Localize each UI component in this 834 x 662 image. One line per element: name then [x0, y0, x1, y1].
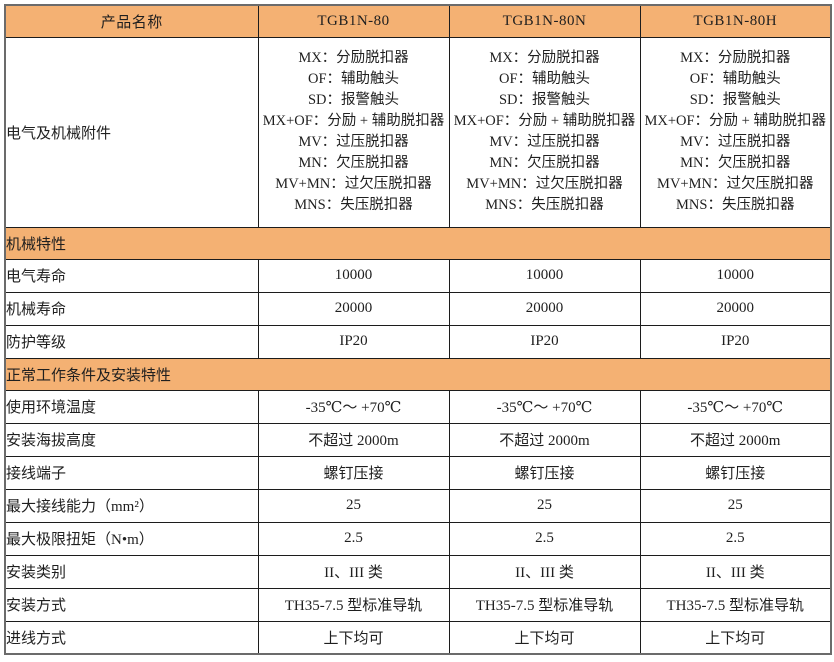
row-label-accessories: 电气及机械附件 [4, 36, 259, 228]
row-label-installation-category: 安装类别 [4, 554, 259, 589]
accessories-cell-col1: MX：分励脱扣器 OF：辅助触头 SD：报警触头 MX+OF：分励 + 辅助脱扣… [257, 36, 450, 228]
accessories-cell-col3: MX：分励脱扣器 OF：辅助触头 SD：报警触头 MX+OF：分励 + 辅助脱扣… [639, 36, 832, 228]
table-row: 接线端子 螺钉压接 螺钉压接 螺钉压接 [4, 455, 832, 490]
cell-value: 25 [639, 488, 832, 523]
model-header-tgb1n-80n: TGB1N-80N [448, 4, 641, 38]
model-header-tgb1n-80: TGB1N-80 [257, 4, 450, 38]
accessory-line: MV+MN：过欠压脱扣器 [657, 176, 814, 192]
row-label-ambient-temperature: 使用环境温度 [4, 389, 259, 424]
accessory-line: MNS：失压脱扣器 [676, 197, 795, 213]
cell-value: 2.5 [257, 521, 450, 556]
row-label-mechanical-life: 机械寿命 [4, 291, 259, 326]
cell-value: 上下均可 [448, 620, 641, 655]
accessory-line: MV：过压脱扣器 [298, 134, 409, 150]
table-header-row: 产品名称 TGB1N-80 TGB1N-80N TGB1N-80H [4, 4, 832, 38]
table-row: 安装方式 TH35-7.5 型标准导轨 TH35-7.5 型标准导轨 TH35-… [4, 587, 832, 622]
row-label-electrical-life: 电气寿命 [4, 258, 259, 293]
cell-value: TH35-7.5 型标准导轨 [639, 587, 832, 622]
cell-value: 2.5 [448, 521, 641, 556]
cell-value: -35℃～ +70℃ [448, 389, 641, 424]
accessories-row: 电气及机械附件 MX：分励脱扣器 OF：辅助触头 SD：报警触头 MX+OF：分… [4, 36, 832, 228]
table-row: 使用环境温度 -35℃～ +70℃ -35℃～ +70℃ -35℃～ +70℃ [4, 389, 832, 424]
accessory-line: SD：报警触头 [307, 92, 400, 108]
cell-value: -35℃～ +70℃ [639, 389, 832, 424]
row-label-max-torque: 最大极限扭矩（N•m） [4, 521, 259, 556]
table-row: 防护等级 IP20 IP20 IP20 [4, 324, 832, 359]
cell-value: 10000 [257, 258, 450, 293]
accessory-line: SD：报警触头 [498, 92, 591, 108]
table-row: 电气寿命 10000 10000 10000 [4, 258, 832, 293]
table-row: 安装海拔高度 不超过 2000m 不超过 2000m 不超过 2000m [4, 422, 832, 457]
accessory-line: MN：欠压脱扣器 [298, 155, 409, 171]
accessory-line: MV：过压脱扣器 [489, 134, 600, 150]
cell-value: 25 [448, 488, 641, 523]
accessory-line: OF：辅助触头 [498, 71, 591, 87]
section-row-install: 正常工作条件及安装特性 [4, 357, 832, 391]
cell-value: 不超过 2000m [257, 422, 450, 457]
cell-value: -35℃～ +70℃ [257, 389, 450, 424]
table-row: 机械寿命 20000 20000 20000 [4, 291, 832, 326]
row-label-altitude: 安装海拔高度 [4, 422, 259, 457]
cell-value: IP20 [448, 324, 641, 359]
accessory-line: MX：分励脱扣器 [298, 50, 409, 66]
accessory-line: MN：欠压脱扣器 [680, 155, 791, 171]
accessory-line: OF：辅助触头 [689, 71, 781, 87]
cell-value: TH35-7.5 型标准导轨 [448, 587, 641, 622]
product-spec-table: 产品名称 TGB1N-80 TGB1N-80N TGB1N-80H 电气及机械附… [4, 4, 832, 655]
cell-value: 不超过 2000m [639, 422, 832, 457]
row-label-protection-level: 防护等级 [4, 324, 259, 359]
row-label-incoming-line: 进线方式 [4, 620, 259, 655]
cell-value: 20000 [257, 291, 450, 326]
section-header-install: 正常工作条件及安装特性 [4, 357, 832, 391]
accessory-line: MV+MN：过欠压脱扣器 [466, 176, 623, 192]
accessories-cell-col2: MX：分励脱扣器 OF：辅助触头 SD：报警触头 MX+OF：分励 + 辅助脱扣… [448, 36, 641, 228]
cell-value: TH35-7.5 型标准导轨 [257, 587, 450, 622]
accessory-line: OF：辅助触头 [307, 71, 400, 87]
accessory-line: SD：报警触头 [689, 92, 781, 108]
accessory-line: MNS：失压脱扣器 [294, 197, 413, 213]
cell-value: 上下均可 [257, 620, 450, 655]
section-row-mechanical: 机械特性 [4, 226, 832, 260]
table-row: 进线方式 上下均可 上下均可 上下均可 [4, 620, 832, 655]
accessory-line: MX+OF：分励 + 辅助脱扣器 [453, 113, 636, 129]
cell-value: 25 [257, 488, 450, 523]
cell-value: 10000 [639, 258, 832, 293]
cell-value: 螺钉压接 [448, 455, 641, 490]
section-header-mechanical: 机械特性 [4, 226, 832, 260]
table-row: 最大接线能力（mm²） 25 25 25 [4, 488, 832, 523]
model-header-tgb1n-80h: TGB1N-80H [639, 4, 832, 38]
row-label-max-wiring-capacity: 最大接线能力（mm²） [4, 488, 259, 523]
table-row: 安装类别 II、III 类 II、III 类 II、III 类 [4, 554, 832, 589]
cell-value: IP20 [257, 324, 450, 359]
cell-value: II、III 类 [639, 554, 832, 589]
accessory-line: MX：分励脱扣器 [489, 50, 600, 66]
accessory-line: MN：欠压脱扣器 [489, 155, 600, 171]
accessory-line: MV+MN：过欠压脱扣器 [275, 176, 432, 192]
cell-value: 上下均可 [639, 620, 832, 655]
cell-value: 螺钉压接 [257, 455, 450, 490]
row-label-mounting-method: 安装方式 [4, 587, 259, 622]
accessory-line: MX+OF：分励 + 辅助脱扣器 [644, 113, 826, 129]
accessory-line: MX+OF：分励 + 辅助脱扣器 [262, 113, 445, 129]
product-name-header: 产品名称 [4, 4, 259, 38]
accessory-line: MX：分励脱扣器 [680, 50, 791, 66]
cell-value: 2.5 [639, 521, 832, 556]
row-label-terminal: 接线端子 [4, 455, 259, 490]
table-row: 最大极限扭矩（N•m） 2.5 2.5 2.5 [4, 521, 832, 556]
cell-value: 10000 [448, 258, 641, 293]
cell-value: 20000 [448, 291, 641, 326]
cell-value: 不超过 2000m [448, 422, 641, 457]
cell-value: II、III 类 [448, 554, 641, 589]
cell-value: 20000 [639, 291, 832, 326]
cell-value: 螺钉压接 [639, 455, 832, 490]
accessory-line: MNS：失压脱扣器 [485, 197, 604, 213]
cell-value: IP20 [639, 324, 832, 359]
accessory-line: MV：过压脱扣器 [680, 134, 791, 150]
cell-value: II、III 类 [257, 554, 450, 589]
